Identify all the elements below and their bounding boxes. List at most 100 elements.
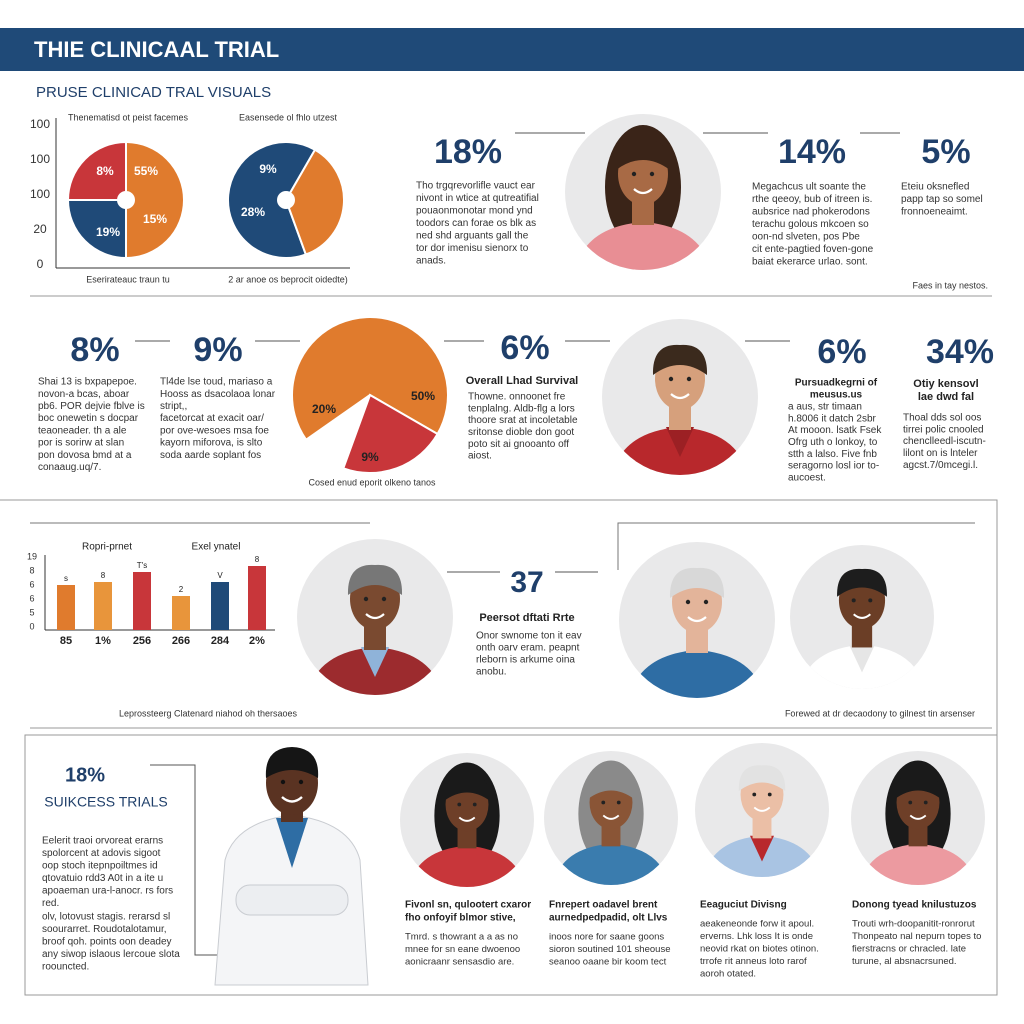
smile: [687, 616, 707, 623]
connector: [617, 522, 975, 570]
eye: [363, 596, 369, 602]
paragraph-line: facetorcat at exacit oar/: [160, 413, 264, 424]
paragraph-line: Thoal dds sol oos: [903, 413, 981, 424]
paragraph-line: Fnrepert oadavel brent: [549, 900, 658, 911]
axis-label: 8: [29, 565, 34, 575]
paragraph-line: neovid rkat on biotes otinon.: [700, 944, 819, 955]
paragraph-line: Pursuadkegrni of: [795, 378, 878, 389]
hair-top: [894, 773, 942, 800]
stat-value: 14%: [778, 133, 846, 171]
paragraph-line: rleborn is arkume oina: [476, 655, 575, 666]
page-title: THIE CLINICAAL TRIAL: [34, 37, 279, 62]
paragraph-line: novon-a bcas, aboar: [38, 389, 130, 400]
bar-label: 284: [211, 635, 230, 647]
paragraph-line: pb6. POR dejvie fblve is: [38, 401, 145, 412]
eye: [457, 802, 462, 807]
paragraph-line: ned shd arguants gall the: [416, 231, 529, 242]
paragraph-line: Fivonl sn, qulootert cxaror: [405, 900, 531, 911]
paragraph-line: rthe qeeoy, bub of itreen is.: [752, 194, 872, 205]
paragraph-line: Eeaguciut Divisng: [700, 900, 787, 911]
axis-label: 100: [30, 117, 50, 131]
smile: [670, 393, 690, 400]
eye: [868, 598, 873, 603]
stat-value: 6%: [500, 329, 549, 367]
stat-value: 8%: [70, 331, 119, 369]
paragraph-line: por ove-wesoes msa foe: [160, 425, 269, 436]
hair-top: [837, 568, 887, 597]
paragraph-line: Otiy kensovl: [913, 378, 978, 390]
chart-caption: 2 ar anoe os beprocit oidedte): [228, 274, 348, 284]
pie-label: 55%: [134, 164, 158, 178]
bar-top-label: 2: [179, 585, 184, 594]
stat-value: 37: [510, 566, 543, 599]
caption: Leprossteerg Clatenard niahod oh thersao…: [119, 708, 298, 718]
paragraph-line: nivont in wtice at qutreatifial: [416, 193, 539, 204]
paragraph-line: stript,,: [160, 401, 187, 412]
paragraph-line: teaoneader. th a ale: [38, 425, 127, 436]
bar-label: 1%: [95, 635, 111, 647]
stat-value: 18%: [65, 764, 105, 786]
bar-top-label: s: [64, 574, 68, 583]
paragraph-line: sritonse dioble don goot: [468, 427, 574, 438]
axis-label: 100: [30, 152, 50, 166]
paragraph-line: spolorcent at adovis sigoot: [42, 848, 161, 859]
paragraph-line: oon-nd slveten, pos Pbe: [752, 232, 860, 243]
collar: [749, 835, 775, 862]
paragraph-line: qtovatuio rdd3 A0t in a ite u: [42, 873, 163, 884]
hair-top: [587, 773, 635, 800]
paragraph-line: onth oarv eram. peapnt: [476, 643, 580, 654]
eye: [908, 800, 913, 805]
hair: [265, 747, 319, 778]
paragraph-line: red.: [42, 898, 59, 909]
smile: [458, 816, 476, 822]
axis-label: 6: [29, 593, 34, 603]
paragraph-line: Donong tyead knilustuzos: [852, 900, 977, 911]
eye: [686, 376, 692, 382]
bar: [94, 582, 112, 630]
paragraph-line: broof qoh. points oon deadey: [42, 937, 172, 948]
eye: [685, 599, 691, 605]
paragraph-line: fierstracns or chracled. late: [852, 944, 966, 955]
pie-slice: [342, 393, 439, 474]
paragraph-line: trrofe rit anneus loto rarof: [700, 956, 807, 967]
bar-label: 2%: [249, 635, 265, 647]
paragraph-line: aiost.: [468, 451, 492, 462]
paragraph-line: soourarret. Roudotalotamur,: [42, 924, 167, 935]
chart-caption: Ropri-prnet: [82, 542, 132, 553]
pie-slice: [66, 140, 127, 201]
paragraph-line: fronnoeneaimt.: [901, 207, 968, 218]
eye: [649, 171, 655, 177]
paragraph-line: agcst.7/0mcegi.l.: [903, 460, 978, 471]
header-bar: [0, 28, 1024, 71]
paragraph-line: pon dovosa bmd at a: [38, 450, 132, 461]
paragraph-line: Hooss as dsacolaoa lonar: [160, 389, 276, 400]
eye: [752, 792, 757, 797]
connector: [150, 764, 232, 956]
portrait: [573, 125, 713, 270]
bar-top-label: T's: [137, 561, 147, 570]
paragraph-line: turune, al absnacrsuned.: [852, 956, 957, 967]
paragraph-line: thoore srat at incoletable: [468, 415, 578, 426]
collar: [361, 647, 389, 677]
paragraph-line: aurnedpedpadid, olt Llvs: [549, 913, 668, 924]
axis-label: 6: [29, 579, 34, 589]
pie-label: 8%: [96, 164, 114, 178]
bar: [248, 566, 266, 630]
hair-top: [615, 139, 671, 170]
pie-slice: [227, 141, 317, 259]
pie-slice: [291, 316, 449, 442]
paragraph-line: aucoest.: [788, 472, 826, 483]
eye: [472, 802, 477, 807]
eye: [703, 599, 709, 605]
paragraph-line: oop stoch itepnpoiltmes id: [42, 861, 158, 872]
eye: [601, 800, 606, 805]
paragraph-line: roouncted.: [42, 962, 89, 973]
hair-top: [669, 567, 725, 598]
hair-top: [652, 344, 708, 375]
chart-caption: Cosed enud eporit olkeno tanos: [308, 477, 436, 487]
paragraph-line: tirrei polic cnooled: [903, 424, 984, 435]
axis-label: 0: [29, 621, 34, 631]
bar-top-label: V: [217, 571, 223, 580]
bar-label: 256: [133, 635, 151, 647]
paragraph-line: Tl4de lse toud, mariaso a: [160, 377, 273, 388]
